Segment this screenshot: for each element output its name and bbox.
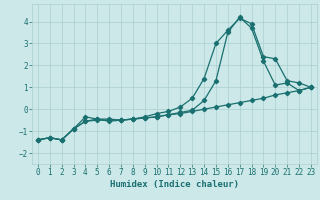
X-axis label: Humidex (Indice chaleur): Humidex (Indice chaleur) [110,180,239,189]
